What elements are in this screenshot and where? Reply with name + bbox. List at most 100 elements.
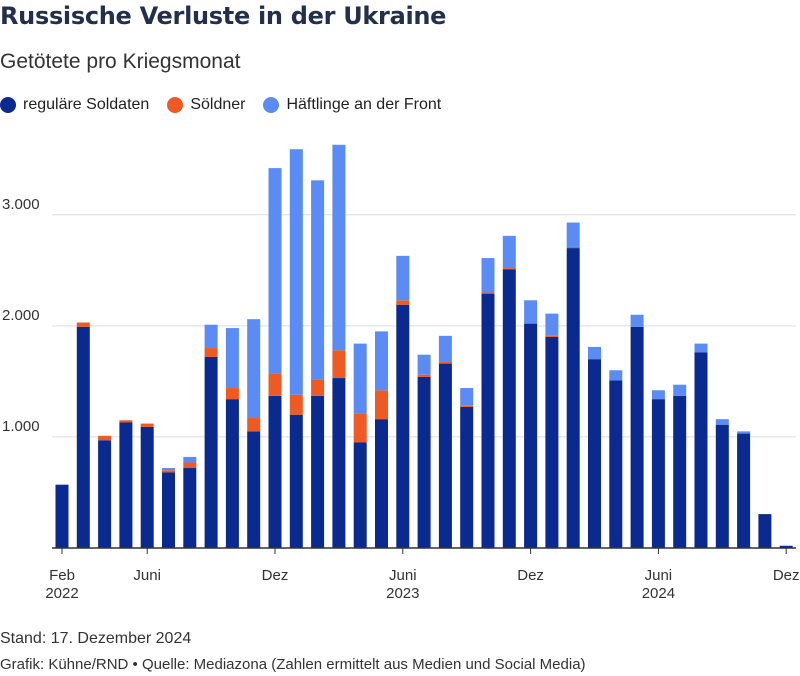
bar-segment-prisoner [162, 468, 175, 471]
bar-segment-prisoner [460, 388, 474, 406]
bar-segment-prisoner [332, 144, 346, 351]
bar-segment-regular [502, 269, 516, 548]
bar-segment-regular [779, 545, 793, 548]
bar-segment-prisoner [609, 370, 623, 381]
bar-segment-mercenary [289, 394, 303, 415]
bar-segment-regular [268, 395, 282, 548]
bar-segment-mercenary [268, 373, 282, 396]
bar-segment-regular [225, 399, 239, 548]
bar-segment-mercenary [481, 292, 495, 294]
chart-legend: reguläre Soldaten Söldner Häftlinge an d… [0, 96, 459, 114]
bar-segment-regular [715, 424, 729, 548]
bar-segment-mercenary [545, 335, 559, 337]
chart-title: Russische Verluste in der Ukraine [0, 2, 447, 30]
bar-segment-prisoner [353, 343, 367, 414]
x-tick-label: Dez [773, 567, 800, 584]
bar-segment-regular [566, 248, 580, 548]
legend-item-prisoner: Häftlinge an der Front [263, 96, 441, 114]
bar-segment-prisoner [375, 331, 388, 391]
bar-segment-prisoner [183, 456, 197, 463]
bar-segment-regular [737, 433, 751, 548]
bar-segment-prisoner [481, 258, 495, 293]
bar-segment-regular [119, 422, 133, 548]
bar-segment-regular [481, 293, 495, 548]
bar-segment-regular [545, 336, 559, 548]
bar-segment-prisoner [651, 390, 665, 400]
bar-segment-regular [694, 352, 708, 548]
chart-subtitle: Getötete pro Kriegsmonat [0, 50, 241, 73]
footer-date: Stand: 17. Dezember 2024 [0, 630, 192, 647]
bar-segment-prisoner [311, 180, 325, 380]
bar-segment-regular [630, 326, 644, 548]
bar-segment-prisoner [438, 335, 452, 362]
bar-segment-regular [651, 399, 665, 548]
bar-segment-prisoner [694, 343, 708, 353]
legend-swatch-regular [0, 97, 16, 113]
bar-segment-regular [247, 431, 261, 548]
legend-label-mercenary: Söldner [190, 96, 246, 113]
bar-segment-prisoner [566, 222, 580, 247]
bar-segment-regular [311, 395, 325, 548]
bar-segment-prisoner [715, 419, 729, 425]
bar-segment-regular [183, 468, 197, 548]
bar-segment-regular [76, 326, 90, 548]
bar-segment-prisoner [673, 384, 687, 396]
bar-segment-regular [375, 419, 388, 548]
bar-segment-regular [204, 356, 218, 548]
bar-segment-mercenary [98, 435, 112, 441]
bar-segment-regular [140, 426, 154, 548]
y-tick-label: 2.000 [2, 307, 40, 324]
bar-segment-regular [332, 378, 346, 548]
legend-label-regular: reguläre Soldaten [23, 96, 150, 113]
x-tick-label: Juni [645, 567, 673, 584]
bar-segment-regular [588, 359, 601, 548]
bar-segment-mercenary [417, 374, 431, 377]
bar-segment-prisoner [502, 235, 516, 269]
bar-segment-prisoner [588, 346, 601, 360]
bar-segment-regular [609, 380, 623, 548]
bar-segment-mercenary [311, 379, 325, 396]
legend-swatch-mercenary [167, 97, 184, 113]
bar-segment-prisoner [396, 255, 410, 301]
bar-segment-prisoner [524, 300, 538, 324]
bar-segment-regular [673, 395, 687, 548]
bar-segment-prisoner [247, 319, 261, 419]
bar-segment-regular [162, 472, 175, 548]
bar-segment-mercenary [225, 388, 239, 400]
y-tick-label: 3.000 [2, 196, 40, 213]
bar-segment-mercenary [332, 350, 346, 379]
bar-segment-mercenary [438, 361, 452, 364]
bar-segment-mercenary [566, 246, 580, 249]
bar-segment-regular [438, 363, 452, 548]
bar-segment-mercenary [375, 390, 388, 420]
bar-segment-mercenary [460, 405, 474, 407]
bar-segment-regular [98, 440, 112, 548]
bar-segment-regular [353, 442, 367, 548]
bar-segment-prisoner [737, 431, 751, 434]
bar-segment-mercenary [183, 462, 197, 469]
bar-segment-mercenary [119, 420, 133, 423]
bar-segment-mercenary [396, 300, 410, 305]
x-tick-year-label: 2024 [642, 585, 675, 602]
bar-segment-regular [417, 376, 431, 548]
legend-label-prisoner: Häftlinge an der Front [286, 96, 442, 113]
bar-segment-prisoner [630, 314, 644, 327]
bar-segment-regular [758, 514, 772, 548]
x-tick-label: Juni [133, 567, 161, 584]
bar-segment-mercenary [353, 413, 367, 443]
x-tick-label: Juni [389, 567, 417, 584]
legend-item-regular: reguläre Soldaten [0, 96, 149, 114]
bar-segment-prisoner [268, 168, 282, 374]
legend-swatch-prisoner [263, 97, 280, 113]
bar-segment-prisoner [225, 328, 239, 389]
bar-segment-prisoner [289, 149, 303, 395]
bar-segment-mercenary [247, 418, 261, 432]
bar-segment-regular [55, 484, 69, 548]
bar-segment-prisoner [545, 313, 559, 336]
y-tick-label: 1.000 [2, 418, 40, 435]
bar-segment-regular [460, 406, 474, 548]
x-tick-label: Feb [49, 567, 75, 584]
bar-segment-regular [396, 304, 410, 548]
x-tick-year-label: 2022 [45, 585, 78, 602]
